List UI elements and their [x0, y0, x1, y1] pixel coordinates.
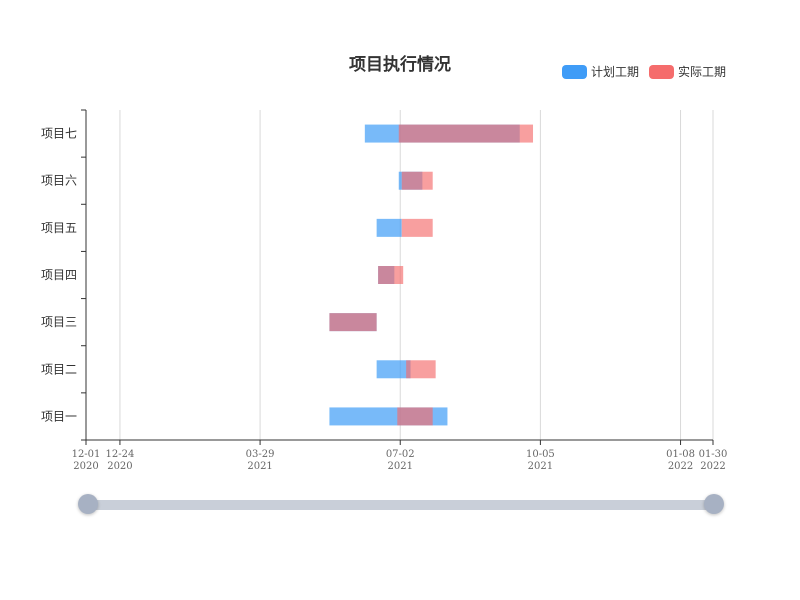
x-tick-label: 12-24 — [106, 449, 135, 460]
legend-item-planned[interactable]: 计划工期 — [562, 63, 639, 80]
data-zoom-slider[interactable] — [78, 494, 724, 516]
axes: 12-01202012-24202003-29202107-02202110-0… — [41, 109, 728, 472]
x-tick-label: 01-30 — [699, 449, 728, 460]
legend: 计划工期 实际工期 — [562, 63, 736, 80]
x-tick-label: 10-05 — [526, 449, 555, 460]
bar-actual — [401, 218, 433, 237]
x-tick-label: 01-08 — [666, 449, 695, 460]
x-tick-year-label: 2021 — [388, 461, 413, 472]
slider-handle-end[interactable] — [704, 494, 724, 514]
x-tick-year-label: 2021 — [247, 461, 272, 472]
bar-planned — [376, 218, 402, 237]
x-tick-label: 03-29 — [246, 449, 275, 460]
grid-lines — [119, 110, 714, 440]
legend-swatch-actual — [649, 64, 675, 79]
x-tick-year-label: 2020 — [107, 461, 132, 472]
x-tick-year-label: 2021 — [528, 461, 553, 472]
bar-actual — [397, 407, 433, 426]
bars — [329, 124, 534, 426]
x-tick-label: 12-01 — [72, 449, 101, 460]
slider-handle-start[interactable] — [78, 494, 98, 514]
category-label: 项目一 — [41, 409, 77, 423]
bar-planned — [376, 360, 411, 379]
slider-track[interactable] — [88, 500, 714, 510]
legend-label-planned: 计划工期 — [591, 65, 640, 79]
bar-actual — [401, 171, 433, 190]
category-label: 项目五 — [41, 221, 77, 235]
legend-item-actual[interactable]: 实际工期 — [649, 63, 726, 80]
bar-actual — [329, 313, 377, 332]
x-tick-year-label: 2020 — [73, 461, 98, 472]
bar-actual — [406, 360, 436, 379]
chart-title: 项目执行情况 — [349, 55, 451, 75]
x-tick-year-label: 2022 — [668, 461, 693, 472]
legend-swatch-planned — [562, 64, 587, 79]
category-label: 项目七 — [41, 127, 77, 141]
category-label: 项目二 — [41, 362, 77, 376]
legend-label-actual: 实际工期 — [678, 65, 727, 79]
category-label: 项目六 — [41, 174, 77, 188]
bar-actual — [378, 266, 404, 284]
category-label: 项目四 — [41, 268, 77, 282]
x-tick-label: 07-02 — [386, 449, 415, 460]
bar-actual — [398, 124, 534, 143]
x-tick-year-label: 2022 — [700, 461, 725, 472]
category-label: 项目三 — [41, 315, 77, 329]
